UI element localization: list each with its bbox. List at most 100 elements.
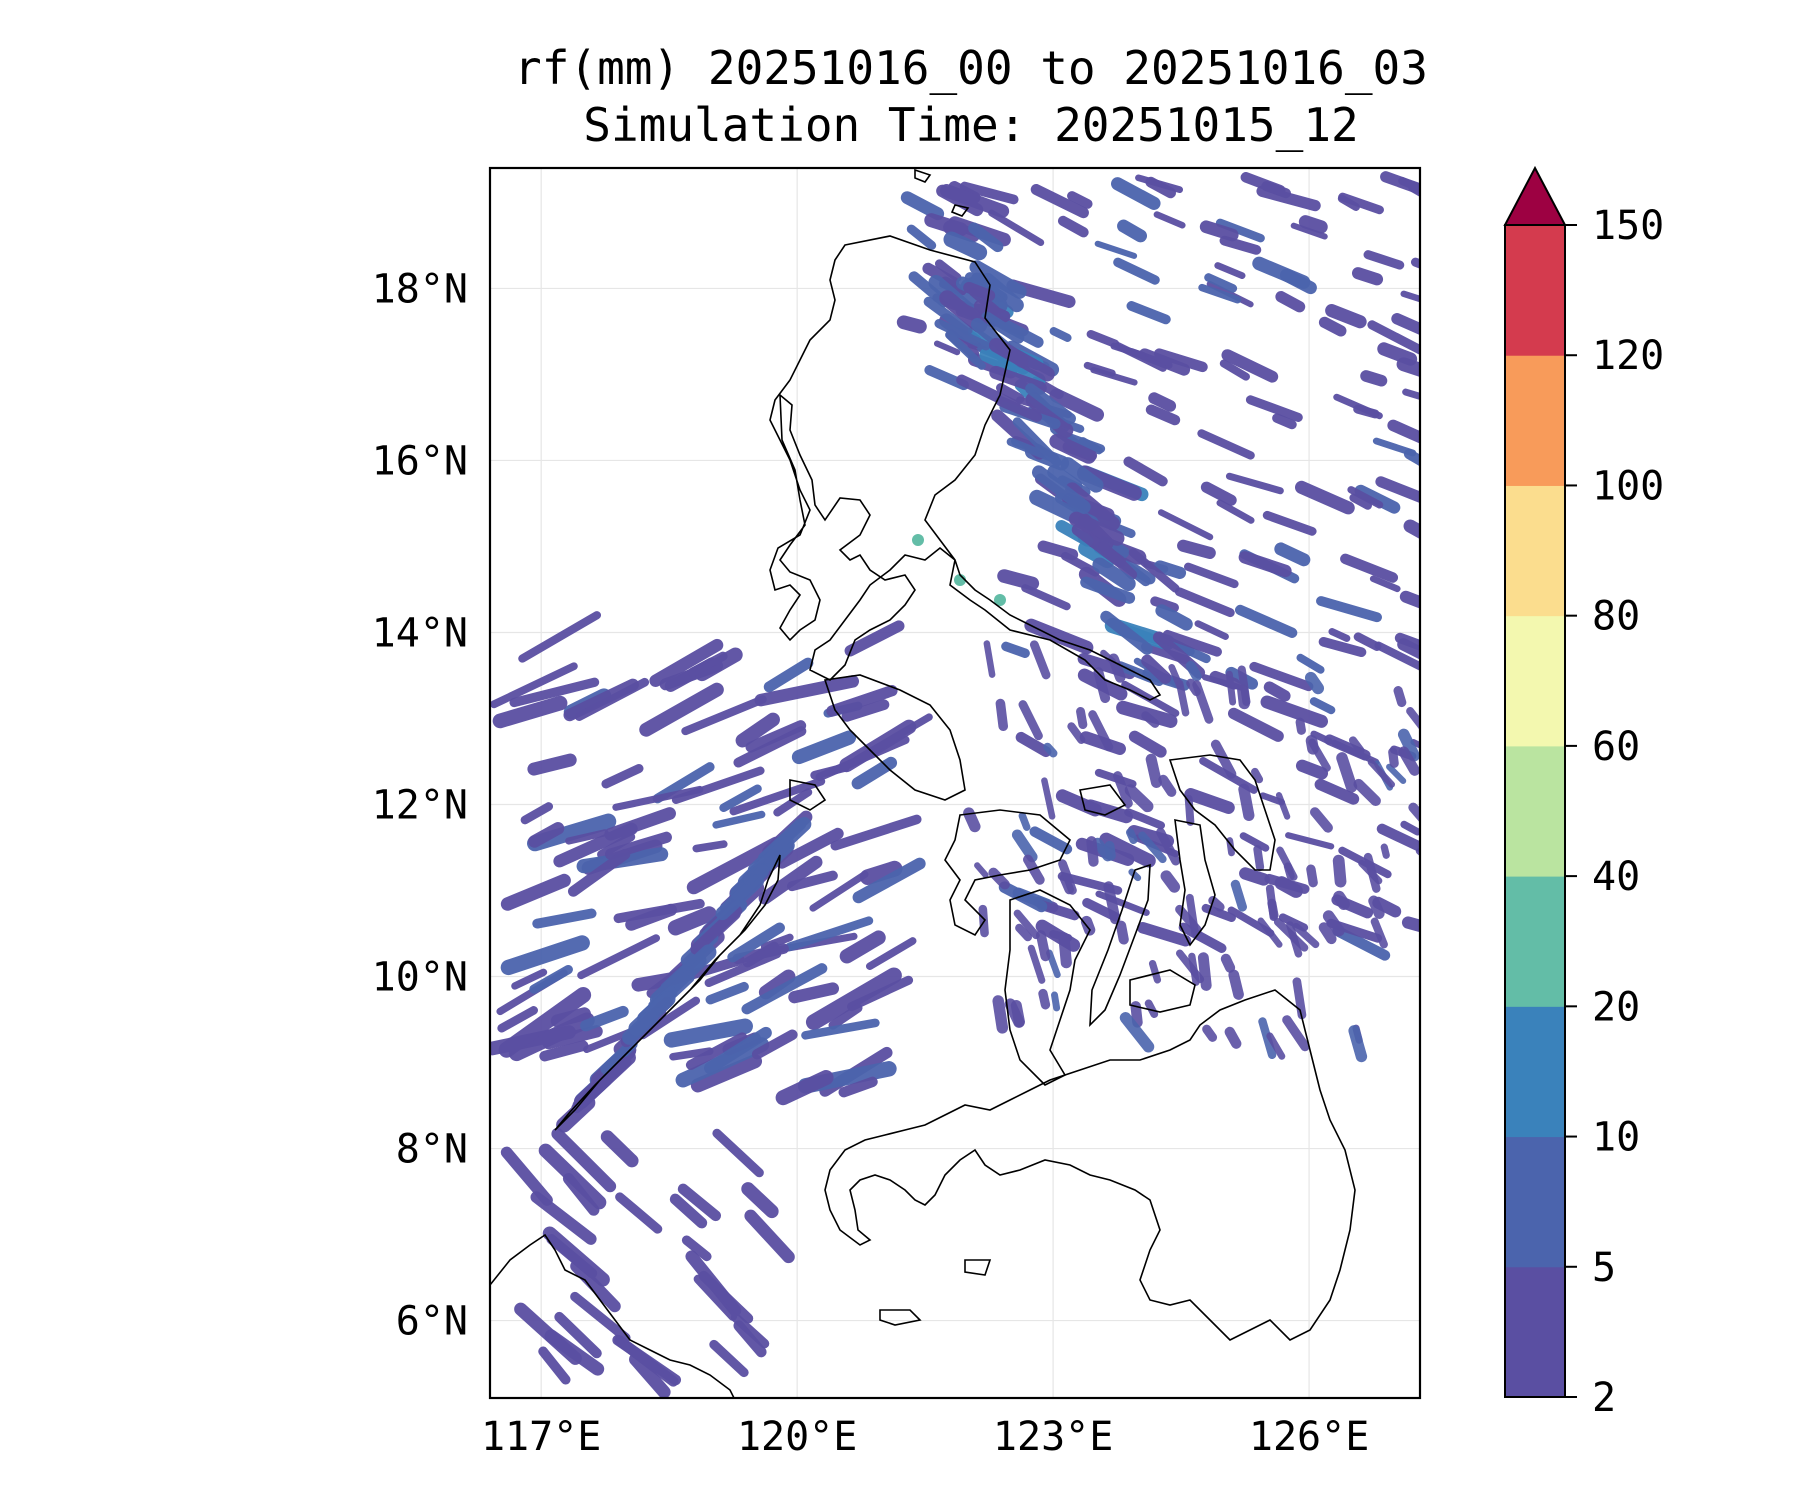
rain-band: [1257, 917, 1283, 948]
rain-band: [1110, 342, 1146, 359]
rain-band: [551, 1127, 617, 1193]
rain-band: [979, 347, 1046, 388]
rain-band: [1276, 846, 1298, 881]
rain-band: [900, 191, 945, 221]
rain-band: [988, 337, 1055, 382]
rain-peak: [994, 594, 1006, 606]
rain-band: [577, 934, 661, 980]
rain-band: [741, 963, 828, 1015]
rain-band: [1088, 710, 1114, 752]
rain-band: [943, 231, 988, 261]
rain-band: [922, 262, 960, 289]
colorbar-tick-label: 60: [1592, 724, 1640, 770]
rain-band: [745, 720, 807, 753]
rain-band: [1353, 404, 1380, 419]
rain-band: [1174, 587, 1235, 618]
rain-band: [1138, 831, 1167, 864]
rain-band: [1024, 618, 1094, 655]
rain-band: [1298, 215, 1328, 234]
map-frame: [488, 166, 1422, 1400]
rain-band: [1153, 560, 1187, 579]
coast-luzon: [769, 235, 1162, 701]
rain-band: [733, 726, 807, 768]
rain-band: [518, 611, 602, 663]
rain-band: [945, 330, 986, 370]
rain-band: [1128, 730, 1167, 758]
rain-band: [773, 788, 813, 817]
rain-band: [1220, 953, 1236, 973]
rain-band: [1397, 728, 1420, 762]
rain-band: [492, 695, 568, 729]
rain-band: [539, 1040, 589, 1062]
colorbar-band: [1505, 615, 1565, 747]
rain-band: [908, 271, 950, 308]
rain-band: [511, 968, 548, 990]
rain-band: [1116, 920, 1129, 945]
rain-band: [1130, 1001, 1143, 1028]
rain-band: [1376, 823, 1420, 853]
rain-band: [1265, 884, 1278, 922]
rain-band: [712, 1128, 764, 1178]
rain-band: [973, 299, 1011, 323]
rain-band: [1275, 291, 1306, 313]
rain-band: [1141, 654, 1172, 684]
rain-band: [741, 1182, 779, 1219]
rain-band: [1363, 852, 1381, 893]
rain-band: [810, 763, 850, 780]
rain-band: [1098, 541, 1138, 580]
rain-band: [1227, 707, 1284, 742]
colorbar-tick-labels: 2 5 10 20 40 60 80 100 120 150: [1565, 203, 1664, 1421]
rain-band: [1266, 1032, 1286, 1060]
rain-band: [1347, 486, 1384, 509]
rain-band: [1304, 671, 1325, 695]
rain-band: [667, 906, 717, 936]
rain-band: [663, 1018, 753, 1048]
rain-band: [532, 908, 597, 929]
rain-band: [669, 1193, 708, 1229]
colorbar-band: [1505, 745, 1565, 877]
rain-band: [1023, 854, 1045, 885]
colorbar-band: [1505, 1266, 1565, 1398]
rain-band: [1086, 329, 1120, 348]
rain-band: [1015, 923, 1033, 942]
rain-band: [906, 224, 937, 250]
rain-band: [1272, 413, 1297, 430]
rain-band: [1049, 327, 1072, 342]
rain-band: [1332, 925, 1391, 961]
coast-borneo: [490, 1233, 735, 1398]
rain-band: [1100, 610, 1153, 655]
coast-batanes-1: [914, 168, 932, 183]
colorbar-band: [1505, 1006, 1565, 1138]
rain-band: [1148, 392, 1177, 412]
rain-band: [1332, 854, 1347, 888]
rain-band: [1263, 681, 1291, 702]
rain-band: [735, 712, 780, 748]
rain-band: [995, 395, 1043, 422]
rain-band: [1160, 870, 1181, 893]
rain-band: [1391, 313, 1420, 336]
rain-band: [1296, 653, 1325, 674]
rain-band: [1309, 697, 1336, 715]
rain-band: [785, 916, 874, 952]
rain-band: [924, 213, 968, 237]
coast-bohol: [1129, 969, 1196, 1013]
rain-band: [1086, 836, 1099, 867]
rain-band: [1353, 632, 1382, 651]
rain-band: [1367, 758, 1395, 788]
rain-band: [1225, 472, 1284, 495]
rain-band: [1194, 620, 1229, 640]
rain-band: [1197, 429, 1255, 460]
rain-band: [1121, 680, 1180, 717]
rain-band: [1216, 499, 1255, 524]
rain-band: [1245, 395, 1303, 422]
rain-band: [500, 935, 590, 976]
colorbar-tick-label: 150: [1592, 203, 1664, 249]
rain-band: [703, 1026, 772, 1075]
rain-band: [1369, 575, 1401, 593]
rain-band: [1387, 419, 1420, 444]
rain-band: [1316, 596, 1382, 623]
colorbar-band: [1505, 225, 1565, 356]
rain-band: [1049, 434, 1096, 464]
rain-band: [754, 675, 860, 707]
rain-band: [1060, 551, 1100, 577]
